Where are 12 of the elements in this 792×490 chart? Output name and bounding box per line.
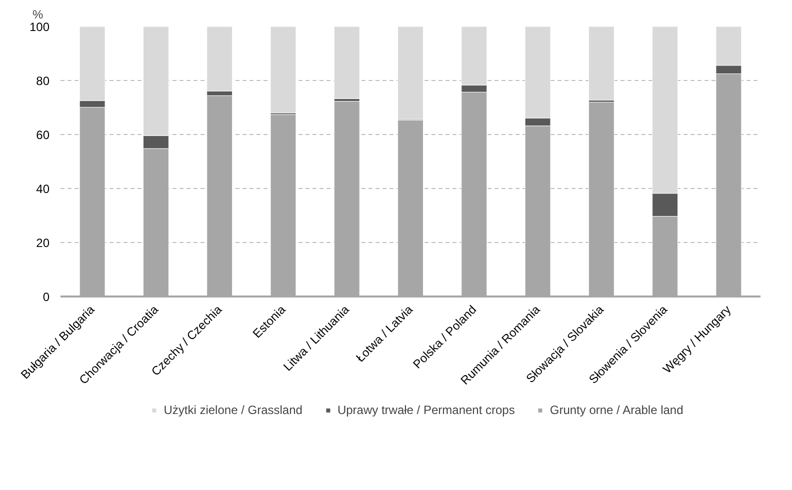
bar bbox=[334, 26, 360, 99]
y-tick-label: 100 bbox=[29, 20, 50, 34]
y-tick-label: 0 bbox=[42, 290, 50, 304]
y-tick-label: 20 bbox=[36, 236, 50, 250]
y-tick-label: 60 bbox=[36, 128, 50, 142]
y-tick-label: 80 bbox=[36, 74, 50, 88]
legend-label: Grunty orne / Arable land bbox=[550, 403, 684, 417]
legend-label: Użytki zielone / Grassland bbox=[164, 403, 302, 417]
y-tick-label: 40 bbox=[36, 182, 50, 196]
y-axis-title: % bbox=[32, 8, 44, 22]
bar bbox=[588, 26, 614, 100]
legend-label: Uprawy trwałe / Permanent crops bbox=[337, 403, 515, 417]
